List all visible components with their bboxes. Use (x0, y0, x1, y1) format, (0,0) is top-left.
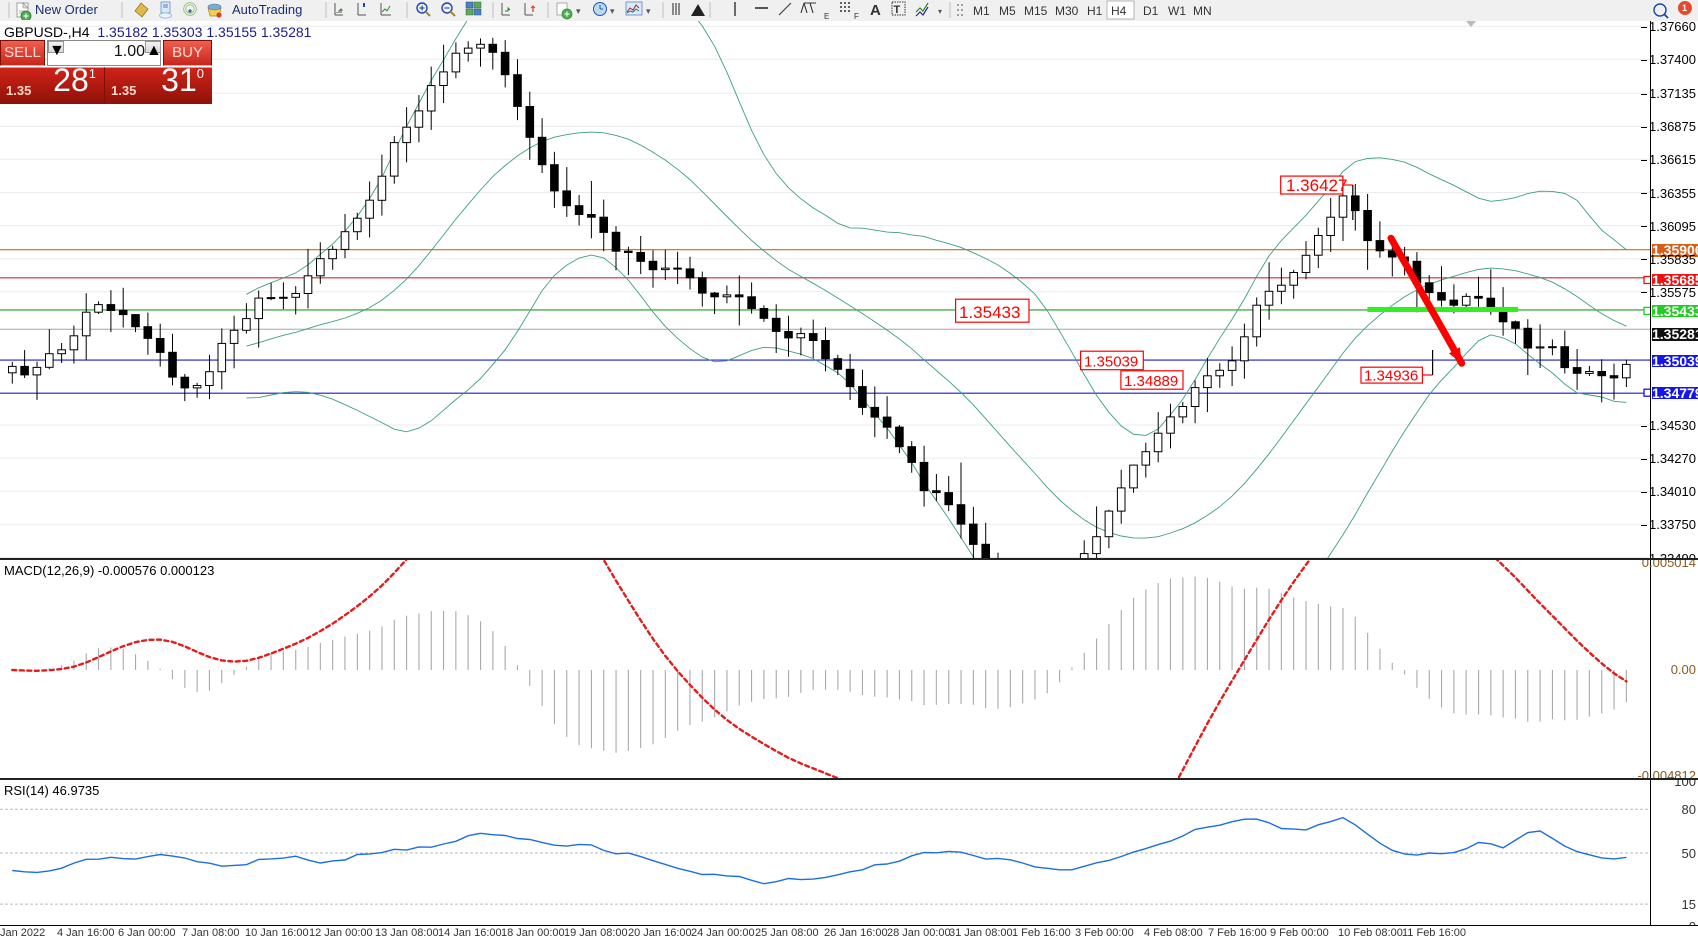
svg-text:M30: M30 (1055, 4, 1079, 18)
svg-text:AutoTrading: AutoTrading (232, 2, 302, 17)
svg-text:New Order: New Order (35, 2, 99, 17)
svg-text:H1: H1 (1087, 4, 1103, 18)
svg-text:MN: MN (1193, 4, 1212, 18)
svg-text:1.35433: 1.35433 (959, 303, 1020, 322)
svg-text:F: F (854, 12, 859, 20)
svg-text:▾: ▾ (576, 6, 581, 16)
svg-text:▾: ▾ (646, 6, 651, 16)
svg-text:A: A (870, 2, 881, 19)
svg-text:▾: ▾ (610, 6, 615, 16)
svg-text:1.35039: 1.35039 (1084, 354, 1138, 371)
svg-text:T: T (894, 4, 901, 16)
svg-text:D1: D1 (1143, 4, 1159, 18)
svg-text:▾: ▾ (938, 7, 942, 16)
svg-text:1.36427: 1.36427 (1286, 176, 1347, 195)
svg-text:W1: W1 (1168, 4, 1186, 18)
svg-text:M5: M5 (999, 4, 1016, 18)
svg-text:M15: M15 (1024, 4, 1048, 18)
svg-text:H4: H4 (1111, 4, 1127, 18)
svg-text:M1: M1 (973, 4, 990, 18)
svg-text:1: 1 (1682, 3, 1687, 13)
svg-text:1.34889: 1.34889 (1124, 373, 1178, 390)
svg-text:1.34936: 1.34936 (1364, 368, 1418, 385)
svg-text:E: E (824, 12, 829, 20)
